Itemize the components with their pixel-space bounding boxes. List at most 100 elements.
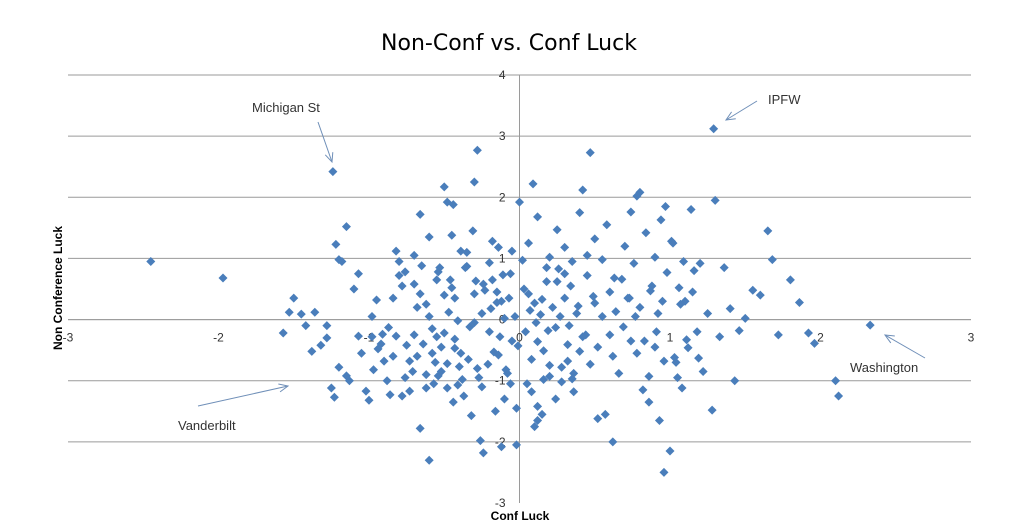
data-point	[453, 316, 463, 326]
data-point	[378, 329, 388, 339]
data-point	[725, 304, 735, 314]
data-point	[397, 391, 407, 401]
data-point	[530, 298, 540, 308]
data-point	[740, 313, 750, 323]
data-point	[650, 252, 660, 262]
data-point	[353, 269, 363, 279]
data-point	[450, 293, 460, 303]
data-point	[611, 307, 621, 317]
data-point	[794, 297, 804, 307]
data-point	[522, 379, 532, 389]
data-point	[588, 291, 598, 301]
data-point	[474, 373, 484, 383]
data-point	[519, 284, 529, 294]
data-point	[659, 467, 669, 477]
data-point	[803, 328, 813, 338]
annotation-arrowhead	[324, 152, 334, 164]
data-point	[638, 385, 648, 395]
data-point	[566, 281, 576, 291]
data-point	[554, 264, 564, 274]
data-point	[673, 373, 683, 383]
data-point	[651, 327, 661, 337]
data-point	[560, 293, 570, 303]
data-point	[432, 332, 442, 342]
data-point	[537, 409, 547, 419]
data-point	[686, 205, 696, 215]
data-point	[533, 401, 543, 411]
data-point	[677, 383, 687, 393]
data-point	[545, 360, 555, 370]
data-point	[683, 343, 693, 353]
data-point	[409, 250, 419, 260]
data-point	[469, 177, 479, 187]
axes	[68, 75, 971, 503]
data-point	[496, 442, 506, 452]
data-point	[695, 258, 705, 268]
data-point	[617, 274, 627, 284]
data-point	[409, 279, 419, 289]
data-point	[659, 356, 669, 366]
data-point	[480, 285, 490, 295]
data-point	[504, 293, 514, 303]
data-point	[507, 336, 517, 346]
data-point	[597, 312, 607, 322]
annotations: IPFW Michigan St Washington Vanderbilt	[178, 92, 926, 433]
data-point	[653, 308, 663, 318]
data-point	[436, 342, 446, 352]
data-point	[597, 255, 607, 265]
data-point	[831, 376, 841, 386]
data-point	[490, 406, 500, 416]
data-point	[710, 195, 720, 205]
data-point	[484, 327, 494, 337]
data-point	[605, 287, 615, 297]
data-point	[734, 326, 744, 336]
data-point	[367, 332, 377, 342]
data-point	[590, 234, 600, 244]
data-point	[662, 267, 672, 277]
data-point	[755, 290, 765, 300]
data-point	[557, 377, 567, 387]
data-point	[539, 374, 549, 384]
data-point	[472, 363, 482, 373]
data-point	[278, 328, 288, 338]
data-point	[391, 331, 401, 341]
data-point	[391, 246, 401, 256]
data-point	[557, 362, 567, 372]
data-point	[650, 342, 660, 352]
y-tick-label: -2	[495, 435, 506, 449]
data-point	[602, 220, 612, 230]
data-point	[719, 263, 729, 273]
data-point	[499, 313, 509, 323]
annotation-label: Washington	[850, 360, 918, 375]
annotation-label: Michigan St	[252, 100, 320, 115]
x-tick-label: 2	[817, 331, 824, 345]
data-point	[694, 353, 704, 363]
data-point	[450, 343, 460, 353]
data-point	[582, 250, 592, 260]
data-point	[536, 310, 546, 320]
data-point	[400, 267, 410, 277]
y-axis-title: Non Conference Luck	[51, 226, 65, 350]
data-point	[326, 383, 336, 393]
data-point	[539, 346, 549, 356]
data-point	[551, 394, 561, 404]
data-point	[439, 290, 449, 300]
data-point	[384, 323, 394, 333]
data-point	[525, 305, 535, 315]
y-tick-label: -3	[495, 496, 506, 510]
data-point	[564, 321, 574, 331]
data-point	[521, 327, 531, 337]
data-point	[409, 330, 419, 340]
data-point	[448, 397, 458, 407]
data-point	[459, 391, 469, 401]
data-point	[575, 346, 585, 356]
data-point	[496, 296, 506, 306]
data-point	[487, 275, 497, 285]
data-point	[487, 236, 497, 246]
data-point	[322, 333, 332, 343]
data-point	[421, 299, 431, 309]
data-point	[412, 351, 422, 361]
data-point	[715, 332, 725, 342]
annotation-arrowhead	[883, 334, 895, 344]
data-point	[432, 275, 442, 285]
